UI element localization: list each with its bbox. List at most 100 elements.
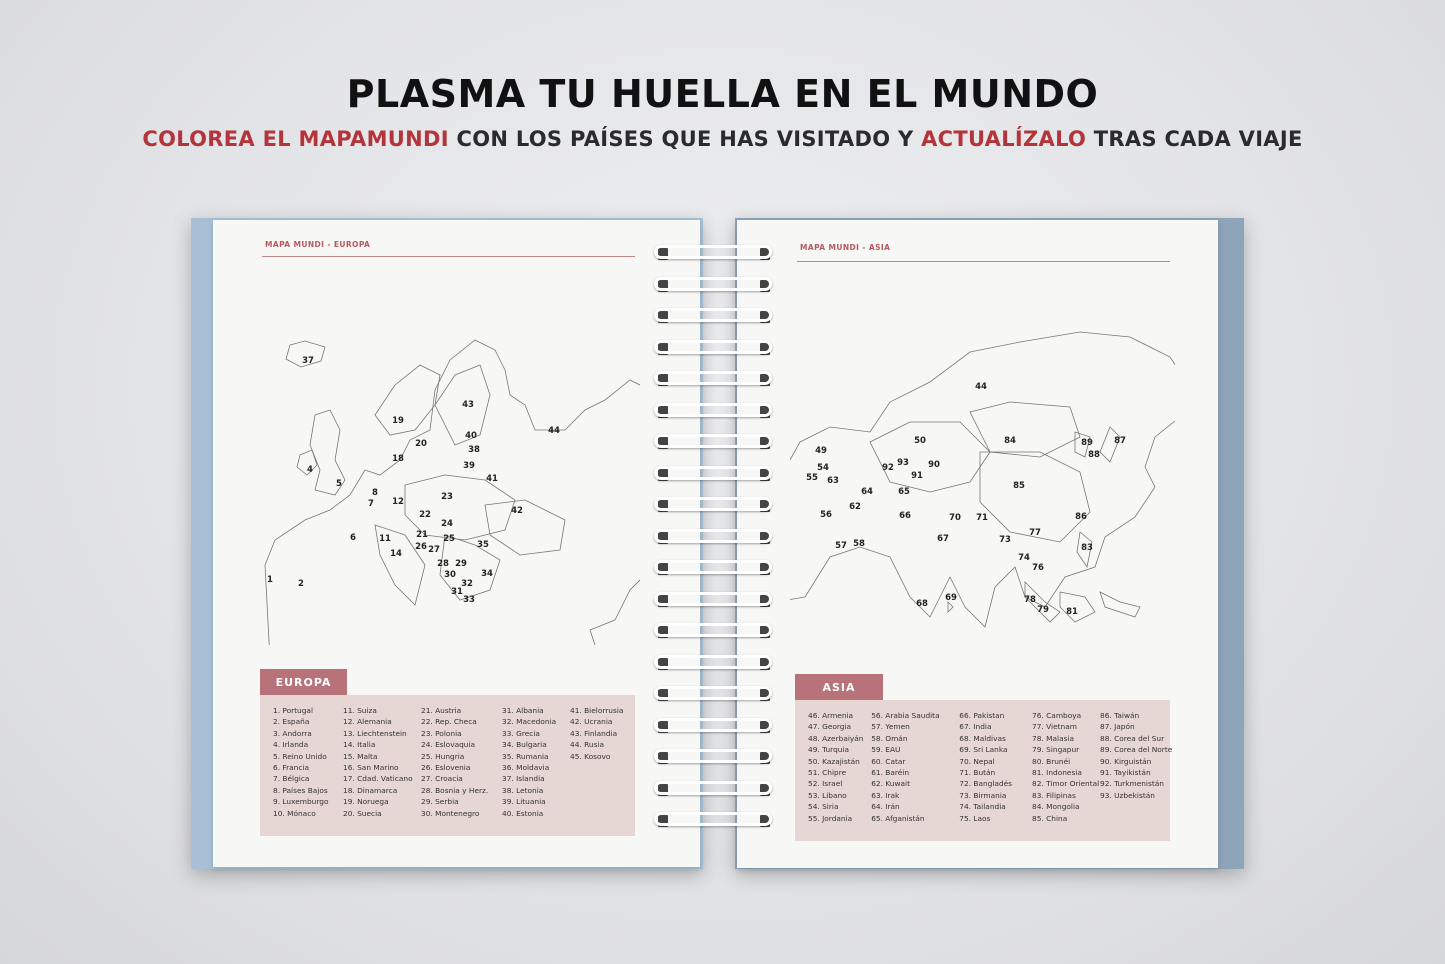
country-item: 17. Cdad. Vaticano [343, 774, 413, 784]
map-label: 42 [511, 506, 523, 516]
subheadline-highlight-2: ACTUALÍZALO [921, 127, 1087, 151]
map-label: 28 [437, 559, 449, 569]
binding-hole [658, 752, 668, 764]
country-item: 10. Mónaco [273, 808, 316, 818]
map-label: 39 [463, 461, 475, 471]
country-item: 37. Islandia [502, 774, 545, 784]
country-item: 68. Maldivas [959, 733, 1006, 743]
country-item: 50. Kazajistán [808, 756, 860, 766]
country-item: 46. Armenia [808, 711, 854, 720]
country-item: 56. Arabia Saudita [871, 711, 940, 720]
binding-hole [658, 437, 668, 449]
map-label: 84 [1004, 436, 1016, 446]
binding-hole [658, 531, 668, 544]
country-item: 40. Estonia [502, 808, 544, 818]
list-column: 56. Arabia Saudita 57. Yemen 58. Omán 59. E… [871, 710, 959, 841]
country-item: 57. Yemen [871, 722, 910, 732]
binding-hole [658, 563, 668, 575]
map-label: 70 [949, 513, 961, 523]
list-column: 86. Taiwán 87. Japón 88. Corea del Sur 89. … [1100, 710, 1172, 841]
map-label: 41 [486, 474, 498, 484]
map-label: 25 [443, 534, 455, 544]
country-item: 23. Polonia [421, 728, 462, 738]
map-label: 5 [336, 479, 342, 489]
country-item: 64. Irán [871, 802, 900, 812]
country-item: 13. Liechtenstein [343, 728, 407, 738]
country-item: 27. Croacia [421, 774, 463, 784]
country-item: 4. Irlanda [273, 740, 309, 750]
map-label: 76 [1032, 563, 1044, 573]
map-label: 30 [444, 570, 456, 580]
map-label: 4 [307, 465, 313, 475]
map-label: 1 [267, 575, 273, 585]
country-item: 22. Rep. Checa [421, 717, 477, 727]
country-item: 5. Reino Unido [273, 751, 327, 761]
map-label: 87 [1114, 436, 1126, 446]
binding-hole [658, 720, 668, 733]
country-item: 58. Omán [871, 733, 908, 743]
map-label: 93 [897, 458, 909, 468]
country-item: 30. Montenegro [421, 808, 480, 818]
country-item: 18. Dinamarca [343, 785, 398, 795]
list-column: 31. Albania 32. Macedonia 33. Grecia 34. Bu… [502, 705, 570, 836]
map-label: 29 [455, 559, 467, 569]
list-column: 66. Pakistan 67. India 68. Maldivas 69. Sri… [959, 710, 1032, 841]
country-item: 8. Países Bajos [273, 785, 328, 795]
country-item: 55. Jordania [808, 813, 853, 823]
country-item: 20. Suecia [343, 808, 382, 818]
country-item: 19. Noruega [343, 797, 389, 807]
country-item: 45. Kosovo [570, 751, 611, 761]
subheadline-text-2: TRAS CADA VIAJE [1086, 127, 1303, 151]
map-label: 71 [976, 513, 988, 523]
map-label: 35 [477, 540, 489, 550]
country-item: 42. Ucrania [570, 717, 613, 727]
country-item: 81. Indonesia [1032, 768, 1082, 778]
map-label: 85 [1013, 481, 1025, 491]
map-label: 55 [806, 473, 818, 483]
map-label: 22 [419, 510, 431, 520]
country-item: 41. Bielorrusia [570, 706, 624, 715]
spiral-ring [654, 812, 772, 826]
country-item: 21. Austria [421, 706, 462, 715]
subheadline: COLOREA EL MAPAMUNDI CON LOS PAÍSES QUE … [0, 127, 1445, 151]
map-label: 43 [462, 400, 474, 410]
binding-hole [658, 689, 668, 701]
map-label: 14 [390, 549, 402, 559]
list-column: 1. Portugal 2. España 3. Andorra 4. Irlanda… [273, 705, 343, 836]
country-item: 83. Filipinas [1032, 790, 1076, 800]
country-item: 61. Baréin [871, 768, 910, 778]
spiral-ring [654, 465, 772, 480]
map-label: 8 [372, 488, 378, 498]
map-label: 32 [461, 579, 473, 589]
map-label: 68 [916, 599, 928, 609]
country-item: 33. Grecia [502, 728, 540, 738]
binding-hole [658, 594, 668, 607]
country-item: 12. Alemania [343, 717, 392, 727]
spiral-ring [654, 623, 772, 637]
country-item: 44. Rusia [570, 740, 605, 750]
country-item: 51. Chipre [808, 768, 847, 778]
map-label: 20 [415, 439, 427, 449]
map-label: 58 [853, 539, 865, 549]
country-item: 35. Rumania [502, 751, 549, 761]
country-item: 48. Azerbaiyán [808, 733, 864, 743]
binding-hole [658, 248, 668, 260]
binding-hole [658, 342, 668, 355]
spiral-ring [654, 434, 772, 448]
map-label: 2 [298, 579, 304, 589]
map-label: 27 [428, 545, 440, 555]
map-label: 49 [815, 446, 827, 456]
map-label: 38 [468, 445, 480, 455]
country-item: 31. Albania [502, 706, 544, 715]
map-label: 66 [899, 511, 911, 521]
list-column: 41. Bielorrusia 42. Ucrania 43. Finlandia 4… [570, 705, 630, 836]
country-item: 70. Nepal [959, 756, 995, 766]
country-item: 15. Malta [343, 751, 378, 761]
country-item: 87. Japón [1100, 722, 1135, 732]
map-label: 91 [911, 471, 923, 481]
country-item: 3. Andorra [273, 728, 312, 738]
map-label: 74 [1018, 553, 1030, 563]
country-item: 79. Singapur [1032, 745, 1080, 755]
map-label: 67 [937, 534, 949, 544]
spiral-ring [654, 371, 772, 385]
